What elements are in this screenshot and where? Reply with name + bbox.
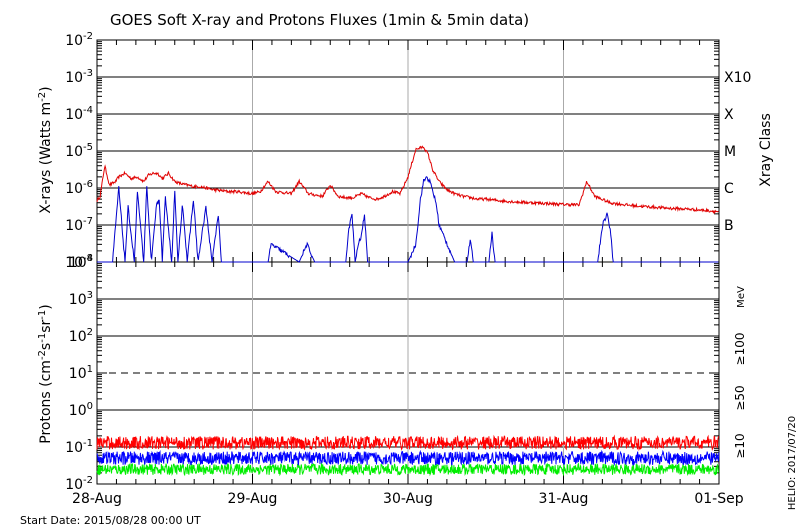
legend-ge10: ≥10 <box>733 433 747 458</box>
xray-class-labels: X10 X M C B <box>724 70 751 234</box>
xray-y-tick-label: 10-2 <box>65 31 93 49</box>
x-tick-label: 28-Aug <box>72 491 122 507</box>
x-axis-ticks: 28-Aug 29-Aug 30-Aug 31-Aug 01-Sep <box>72 40 744 507</box>
proton-y-tick-label: 100 <box>69 401 93 419</box>
xray-long-band-line <box>96 145 719 215</box>
xray-y-tick-label: 10-4 <box>65 105 93 123</box>
proton-grid <box>97 262 719 484</box>
xray-y-ticks: 10-2 10-3 10-4 10-5 10-6 10-7 10-8 <box>65 31 719 271</box>
x-tick-label: 31-Aug <box>539 491 589 507</box>
xray-class-axis-label: Xray Class <box>758 113 774 187</box>
xray-class-label: X <box>724 107 734 123</box>
x-tick-label: 30-Aug <box>383 491 433 507</box>
xray-class-label: B <box>724 218 734 234</box>
proton-y-tick-label: 104 <box>69 253 93 271</box>
xray-axis-label: X-rays (Watts m-2) <box>37 86 54 213</box>
xray-y-tick-label: 10-7 <box>65 216 93 234</box>
start-date-label: Start Date: 2015/08/28 00:00 UT <box>20 514 201 527</box>
credit-label: HELIO: 2017/07/20 <box>787 416 798 510</box>
xray-class-label: C <box>724 181 734 197</box>
xray-y-tick-label: 10-5 <box>65 142 93 160</box>
xray-class-label: M <box>724 144 736 160</box>
proton-y-tick-label: 103 <box>69 290 93 308</box>
proton-unit-label: MeV <box>736 286 747 308</box>
xray-class-label: X10 <box>724 70 751 86</box>
proton-series-line-2 <box>96 462 720 477</box>
legend-ge100: ≥100 <box>733 333 747 366</box>
xray-y-tick-label: 10-3 <box>65 68 93 86</box>
proton-y-tick-label: 101 <box>69 364 93 382</box>
proton-y-tick-label: 10-1 <box>65 438 93 456</box>
proton-y-tick-label: 10-2 <box>65 475 93 493</box>
xray-short-band-line <box>97 176 719 263</box>
proton-series-line-0 <box>96 434 720 452</box>
proton-series-line-1 <box>96 449 720 467</box>
proton-y-tick-label: 102 <box>69 327 93 345</box>
chart-title: GOES Soft X-ray and Protons Fluxes (1min… <box>110 11 529 29</box>
legend-ge50: ≥50 <box>733 385 747 410</box>
xray-series <box>96 145 719 263</box>
proton-series <box>96 434 720 477</box>
x-tick-label: 01-Sep <box>694 491 743 507</box>
proton-axis-label: Protons (cm-2s-1sr-1) <box>37 304 54 443</box>
xray-y-tick-label: 10-8 <box>65 253 93 271</box>
x-tick-label: 29-Aug <box>228 491 278 507</box>
xray-y-tick-label: 10-6 <box>65 179 93 197</box>
